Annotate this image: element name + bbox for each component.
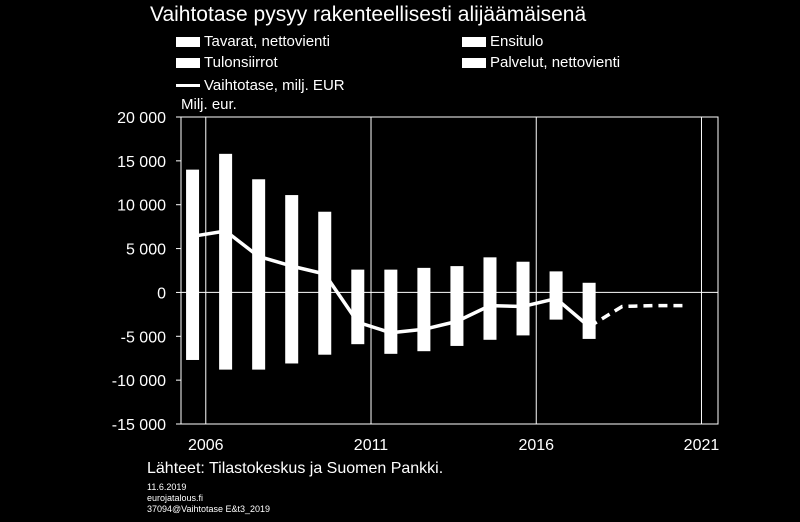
plot-frame xyxy=(180,116,719,425)
legend-swatch xyxy=(176,36,200,47)
legend-swatch-line xyxy=(176,84,200,87)
y-tick-label: 10 000 xyxy=(117,198,166,215)
legend-label: Tulonsiirrot xyxy=(204,54,278,71)
legend-label: Ensitulo xyxy=(490,33,544,50)
bar xyxy=(351,269,365,345)
legend: Tavarat, nettovienti Ensitulo Tulonsiirr… xyxy=(0,0,800,100)
legend-label: Palvelut, nettovienti xyxy=(490,54,621,71)
chart-title: Vaihtotase pysyy rakenteellisesti alijää… xyxy=(150,3,587,26)
legend-item-goods: Tavarat, nettovienti xyxy=(176,33,330,50)
bar xyxy=(582,282,596,339)
y-tick-label: -10 000 xyxy=(112,373,166,390)
code-note: 37094@Vaihtotase E&t3_2019 xyxy=(147,504,271,514)
legend-swatch xyxy=(462,36,486,47)
legend-item-current-account: Vaihtotase, milj. EUR xyxy=(176,77,345,94)
bar xyxy=(186,169,200,360)
y-axis-unit: Milj. eur. xyxy=(181,96,237,113)
bar xyxy=(384,269,398,354)
bar xyxy=(252,179,266,370)
series-line-current-account xyxy=(192,229,591,335)
source-note: Lähteet: Tilastokeskus ja Suomen Pankki. xyxy=(147,460,444,477)
legend-label: Vaihtotase, milj. EUR xyxy=(204,77,345,94)
site-note: eurojatalous.fi xyxy=(147,493,204,503)
y-tick-label: 15 000 xyxy=(117,154,166,171)
x-tick-label: 2016 xyxy=(518,437,554,454)
y-tick-label: 20 000 xyxy=(117,110,166,127)
bar xyxy=(219,153,233,370)
bar xyxy=(483,257,497,340)
legend-item-primary-income: Ensitulo xyxy=(462,33,543,50)
y-tick-label: 0 xyxy=(157,285,166,302)
bar xyxy=(285,195,299,364)
x-tick-label: 2006 xyxy=(188,437,224,454)
x-tick-label: 2011 xyxy=(354,437,389,454)
date-note: 11.6.2019 xyxy=(147,482,187,492)
bar xyxy=(516,261,530,336)
series-line-forecast xyxy=(588,303,689,329)
bar xyxy=(318,211,332,355)
legend-item-transfers: Tulonsiirrot xyxy=(176,54,278,71)
y-tick-label: -5 000 xyxy=(121,329,166,346)
y-tick-label: 5 000 xyxy=(126,242,166,259)
y-tick-label: -15 000 xyxy=(112,417,166,434)
legend-label: Tavarat, nettovienti xyxy=(204,33,330,50)
bar xyxy=(450,266,464,346)
x-tick-label: 2021 xyxy=(684,437,720,454)
bar xyxy=(549,271,563,320)
legend-item-services: Palvelut, nettovienti xyxy=(462,54,620,71)
legend-swatch xyxy=(462,57,486,68)
bar xyxy=(417,267,431,352)
legend-swatch xyxy=(176,57,200,68)
